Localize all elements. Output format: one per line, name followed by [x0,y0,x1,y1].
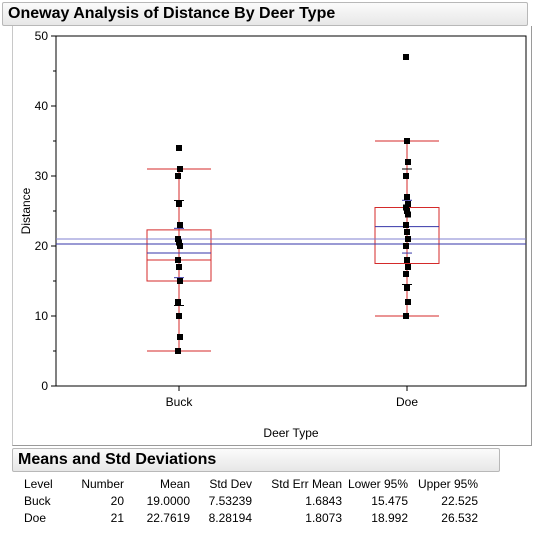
means-table-title: Means and Std Deviations [18,451,217,468]
data-point [403,313,409,319]
data-point [405,159,411,165]
data-point [177,278,183,284]
header-lower-95: Lower 95% [347,477,408,491]
data-point [403,222,409,228]
plot-frame [55,35,527,387]
header-level: Level [24,477,53,491]
data-point [404,257,410,263]
y-tick-label: 10 [35,309,49,323]
data-point [403,54,409,60]
data-point [176,239,182,246]
data-point [403,173,409,179]
data-point [177,166,183,172]
y-axis-label: Distance [19,187,33,234]
y-tick-label: 30 [35,169,49,183]
oneway-report-header[interactable]: Oneway Analysis of Distance By Deer Type [2,2,528,26]
y-tick-label: 0 [41,379,48,393]
chart-panel [12,26,532,446]
cell-level: Buck [24,494,51,508]
data-point [403,243,409,249]
cell-mean: 19.0000 [146,494,190,508]
header-number: Number [81,477,124,491]
report-title: Oneway Analysis of Distance By Deer Type [8,5,336,22]
table-row: Buck 20 19.0000 7.53239 1.6843 15.475 22… [20,493,478,510]
data-point [175,173,181,179]
data-point [404,138,410,144]
data-point [177,334,183,340]
cell-number: 20 [110,494,124,508]
cell-upper-95: 22.525 [441,494,478,508]
data-point [403,271,409,277]
data-point [404,194,410,200]
data-point [176,264,182,270]
data-point [177,222,183,228]
data-point [405,211,411,218]
cell-std-err-mean: 1.8073 [305,511,342,525]
cell-std-dev: 8.28194 [208,511,252,525]
y-tick-label: 50 [35,29,49,43]
data-point [403,204,409,211]
cell-std-dev: 7.53239 [208,494,252,508]
cell-std-err-mean: 1.6843 [305,494,342,508]
y-tick-label: 40 [35,99,49,113]
data-point [405,236,411,242]
data-point [404,208,410,214]
data-point [175,299,181,305]
data-point [175,348,181,354]
header-std-dev: Std Dev [209,477,252,491]
cell-upper-95: 26.532 [441,511,478,525]
cell-number: 21 [110,511,124,525]
table-row: Doe 21 22.7619 8.28194 1.8073 18.992 26.… [20,510,478,527]
cell-level: Doe [24,511,47,525]
header-std-err-mean: Std Err Mean [271,477,342,491]
data-point [177,243,183,249]
header-upper-95: Upper 95% [417,477,478,491]
cell-mean: 22.7619 [146,511,190,525]
data-point [404,285,410,291]
table-header-row: Level Number Mean Std Dev Std Err Mean L… [20,476,478,493]
data-point [176,201,182,207]
data-point [175,257,181,263]
cell-lower-95: 18.992 [371,511,408,525]
data-point [404,229,410,235]
means-std-table: Level Number Mean Std Dev Std Err Mean L… [20,476,478,527]
data-point [176,313,182,319]
data-point [175,236,181,242]
means-table-header[interactable]: Means and Std Deviations [12,448,500,472]
data-point [405,201,411,207]
x-axis-label: Deer Type [263,426,318,440]
data-point [405,299,411,305]
y-tick-label: 20 [35,239,49,253]
data-point [176,145,182,151]
x-tick-label: Doe [396,395,418,409]
x-tick-label: Buck [166,395,194,409]
header-mean: Mean [159,477,190,491]
data-point [405,264,411,270]
cell-lower-95: 15.475 [371,494,408,508]
